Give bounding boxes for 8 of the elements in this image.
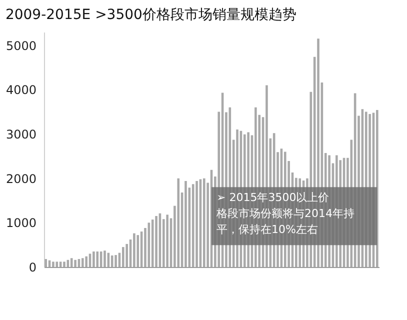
- annotation: ➢ 2015年3500以上价格段市场份额将与2014年持平，保持在10%左右: [216, 191, 354, 236]
- y-tick-label: 3000: [6, 127, 36, 142]
- chart-title: 2009-2015E >3500价格段市场销量规模趋势: [5, 7, 296, 23]
- y-tick-label: 2000: [6, 172, 36, 186]
- y-tick-label: 4000: [6, 83, 36, 98]
- y-tick-label: 0: [28, 260, 36, 274]
- y-tick-label: 5000: [6, 38, 36, 53]
- y-tick-label: 1000: [6, 216, 36, 230]
